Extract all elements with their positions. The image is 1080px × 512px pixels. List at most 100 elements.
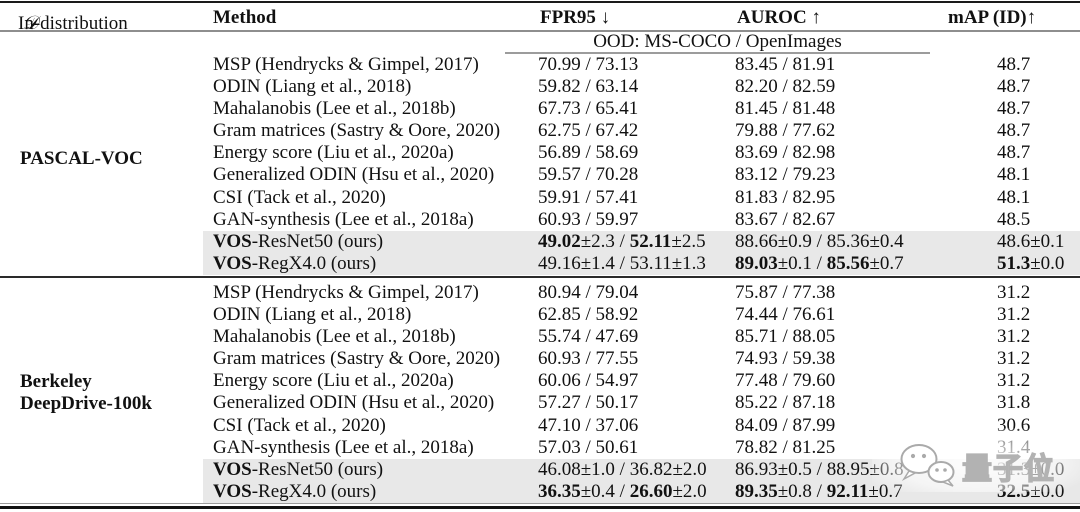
method-cell: CSI (Tack et al., 2020)	[213, 414, 386, 436]
auroc-cell: 79.88 / 77.62	[735, 120, 836, 142]
map-cell: 48.6±0.1	[997, 230, 1065, 252]
auroc-cell: 75.87 / 77.38	[735, 282, 836, 303]
method-cell: VOS-ResNet50 (ours)	[213, 230, 384, 252]
fpr95-cell: 80.94 / 79.04	[538, 282, 639, 303]
fpr95-cell: 57.27 / 50.17	[538, 392, 639, 414]
ood-subheader-underline	[505, 52, 930, 54]
map-cell: 48.7	[997, 76, 1031, 98]
auroc-cell: 89.03±0.1 / 85.56±0.7	[735, 252, 904, 274]
map-cell: 31.2	[997, 326, 1031, 348]
pascal-voc-section: MSP (Hendrycks & Gimpel, 2017) 70.99 / 73…	[0, 54, 1080, 276]
watermark: 量子位	[872, 428, 1080, 492]
col-header-in-distribution: In-distribution 𝒟	[18, 6, 128, 34]
table-row: MSP (Hendrycks & Gimpel, 2017) 70.99 / 73…	[0, 54, 1080, 76]
map-cell: 51.3±0.0	[997, 252, 1065, 274]
fpr95-cell: 60.93 / 77.55	[538, 348, 639, 370]
auroc-cell: 88.66±0.9 / 85.36±0.4	[735, 230, 904, 252]
fpr95-cell: 47.10 / 37.06	[538, 414, 639, 436]
auroc-cell: 83.69 / 82.98	[735, 142, 836, 164]
fpr95-cell: 36.35±0.4 / 26.60±2.0	[538, 480, 707, 502]
watermark-text: 量子位	[961, 451, 1055, 487]
dataset-label-line: PASCAL-VOC	[20, 148, 143, 169]
dataset-label-line: Berkeley	[20, 371, 92, 392]
method-cell: Gram matrices (Sastry & Oore, 2020)	[213, 348, 501, 370]
method-cell: VOS-RegX4.0 (ours)	[213, 480, 377, 502]
ood-subheader: OOD: MS-COCO / OpenImages	[593, 31, 842, 52]
fpr95-cell: 56.89 / 58.69	[538, 142, 639, 164]
auroc-cell: 74.44 / 76.61	[735, 304, 836, 326]
table-row: VOS-RegX4.0 (ours) 49.16±1.4 / 53.11±1.3 8…	[0, 252, 1080, 276]
table-row: Mahalanobis (Lee et al., 2018b) 55.74 / 4…	[0, 326, 1080, 348]
auroc-cell: 74.93 / 59.38	[735, 348, 836, 370]
table-row: Gram matrices (Sastry & Oore, 2020) 62.75…	[0, 120, 1080, 142]
method-cell: Energy score (Liu et al., 2020a)	[213, 142, 454, 164]
auroc-cell: 83.67 / 82.67	[735, 208, 836, 230]
col-header-auroc: AUROC ↑	[737, 7, 821, 28]
section-divider-rule	[0, 276, 1080, 278]
map-cell: 31.2	[997, 282, 1031, 303]
script-d-symbol: 𝒟	[22, 13, 38, 34]
method-cell: Generalized ODIN (Hsu et al., 2020)	[213, 164, 495, 186]
auroc-cell: 86.93±0.5 / 88.95±0.8	[735, 458, 904, 480]
table-row: GAN-synthesis (Lee et al., 2018a) 57.03 /…	[0, 437, 1080, 459]
table-row: Generalized ODIN (Hsu et al., 2020) 59.57…	[0, 164, 1080, 186]
fpr95-cell: 59.57 / 70.28	[538, 164, 639, 186]
map-cell: 48.1	[997, 186, 1031, 208]
col-header-method: Method	[213, 7, 277, 28]
map-cell: 48.5	[997, 208, 1031, 230]
auroc-cell: 77.48 / 79.60	[735, 370, 836, 392]
table-row: Generalized ODIN (Hsu et al., 2020) 57.27…	[0, 392, 1080, 414]
auroc-cell: 83.12 / 79.23	[735, 164, 836, 186]
dataset-label-pascal-voc: PASCAL-VOC	[20, 148, 143, 170]
method-cell: MSP (Hendrycks & Gimpel, 2017)	[213, 282, 479, 303]
table-row: VOS-ResNet50 (ours) 49.02±2.3 / 52.11±2.5…	[0, 230, 1080, 253]
fpr95-cell: 49.16±1.4 / 53.11±1.3	[538, 252, 706, 274]
table-row: Energy score (Liu et al., 2020a) 60.06 / …	[0, 370, 1080, 392]
method-cell: Mahalanobis (Lee et al., 2018b)	[213, 326, 456, 348]
table-top-rule	[0, 1, 1080, 3]
dataset-label-line: DeepDrive-100k	[20, 393, 152, 414]
auroc-cell: 85.22 / 87.18	[735, 392, 836, 414]
fpr95-cell: 59.82 / 63.14	[538, 76, 639, 98]
header-underline	[0, 30, 1080, 32]
map-cell: 48.7	[997, 120, 1031, 142]
table-row: ODIN (Liang et al., 2018) 59.82 / 63.14 82…	[0, 76, 1080, 98]
fpr95-cell: 60.93 / 59.97	[538, 208, 639, 230]
col-header-fpr95: FPR95 ↓	[540, 7, 611, 28]
auroc-cell: 85.71 / 88.05	[735, 326, 836, 348]
auroc-cell: 81.45 / 81.48	[735, 98, 836, 120]
table-row: VOS-ResNet50 (ours) 46.08±1.0 / 36.82±2.0…	[0, 458, 1080, 481]
method-cell: CSI (Tack et al., 2020)	[213, 186, 386, 208]
auroc-cell: 82.20 / 82.59	[735, 76, 836, 98]
map-cell: 31.2	[997, 348, 1031, 370]
auroc-cell: 83.45 / 81.91	[735, 54, 836, 75]
map-cell: 31.8	[997, 392, 1031, 414]
table-bottom-thin-rule	[0, 503, 1080, 504]
method-cell: Mahalanobis (Lee et al., 2018b)	[213, 98, 456, 120]
fpr95-cell: 62.85 / 58.92	[538, 304, 639, 326]
method-cell: Generalized ODIN (Hsu et al., 2020)	[213, 392, 495, 414]
fpr95-cell: 46.08±1.0 / 36.82±2.0	[538, 458, 707, 480]
table-row: GAN-synthesis (Lee et al., 2018a) 60.93 /…	[0, 209, 1080, 231]
auroc-cell: 84.09 / 87.99	[735, 414, 836, 436]
method-cell: GAN-synthesis (Lee et al., 2018a)	[213, 208, 474, 230]
method-cell: MSP (Hendrycks & Gimpel, 2017)	[213, 54, 479, 75]
dataset-label-bdd100k: Berkeley DeepDrive-100k	[20, 371, 152, 415]
method-cell: ODIN (Liang et al., 2018)	[213, 304, 412, 326]
map-cell: 48.1	[997, 164, 1031, 186]
method-cell: Gram matrices (Sastry & Oore, 2020)	[213, 120, 501, 142]
fpr95-cell: 57.03 / 50.61	[538, 436, 639, 458]
fpr95-cell: 62.75 / 67.42	[538, 120, 639, 142]
col-header-map-id: mAP (ID)↑	[948, 7, 1037, 28]
map-cell: 48.7	[997, 98, 1031, 120]
map-cell: 48.7	[997, 142, 1031, 164]
table-bottom-rule	[0, 506, 1080, 509]
table-row: Gram matrices (Sastry & Oore, 2020) 60.93…	[0, 348, 1080, 370]
method-cell: VOS-RegX4.0 (ours)	[213, 252, 377, 274]
method-cell: ODIN (Liang et al., 2018)	[213, 76, 412, 98]
method-cell: GAN-synthesis (Lee et al., 2018a)	[213, 436, 474, 458]
table-row: CSI (Tack et al., 2020) 47.10 / 37.06 84.0…	[0, 415, 1080, 437]
fpr95-cell: 59.91 / 57.41	[538, 186, 639, 208]
table-row: Mahalanobis (Lee et al., 2018b) 67.73 / 6…	[0, 98, 1080, 120]
